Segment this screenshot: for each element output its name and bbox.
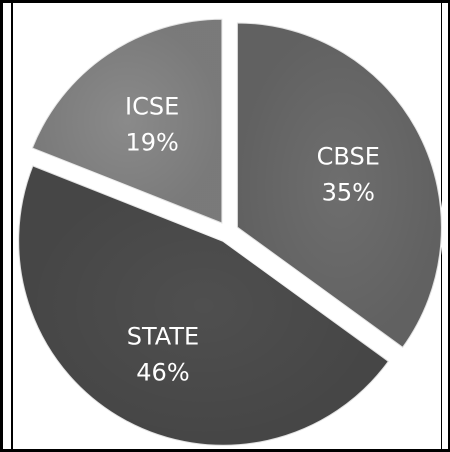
slice-label-cbse: CBSE (317, 143, 380, 171)
frame-inner-rule-left (11, 0, 13, 452)
pie-slice-shade-icse (31, 18, 223, 224)
pie-slices (17, 17, 443, 447)
slice-label-state: STATE (127, 322, 199, 350)
pie-slice-shade-cbse (236, 22, 442, 348)
slice-percent-cbse: 35% (322, 179, 375, 207)
slice-percent-state: 46% (136, 358, 189, 386)
pie-labels: CBSE 35% STATE 46% ICSE 19% (125, 92, 380, 386)
pie-slice-shade-state (18, 165, 390, 446)
slice-label-icse: ICSE (125, 92, 179, 120)
slice-percent-icse: 19% (125, 128, 178, 156)
